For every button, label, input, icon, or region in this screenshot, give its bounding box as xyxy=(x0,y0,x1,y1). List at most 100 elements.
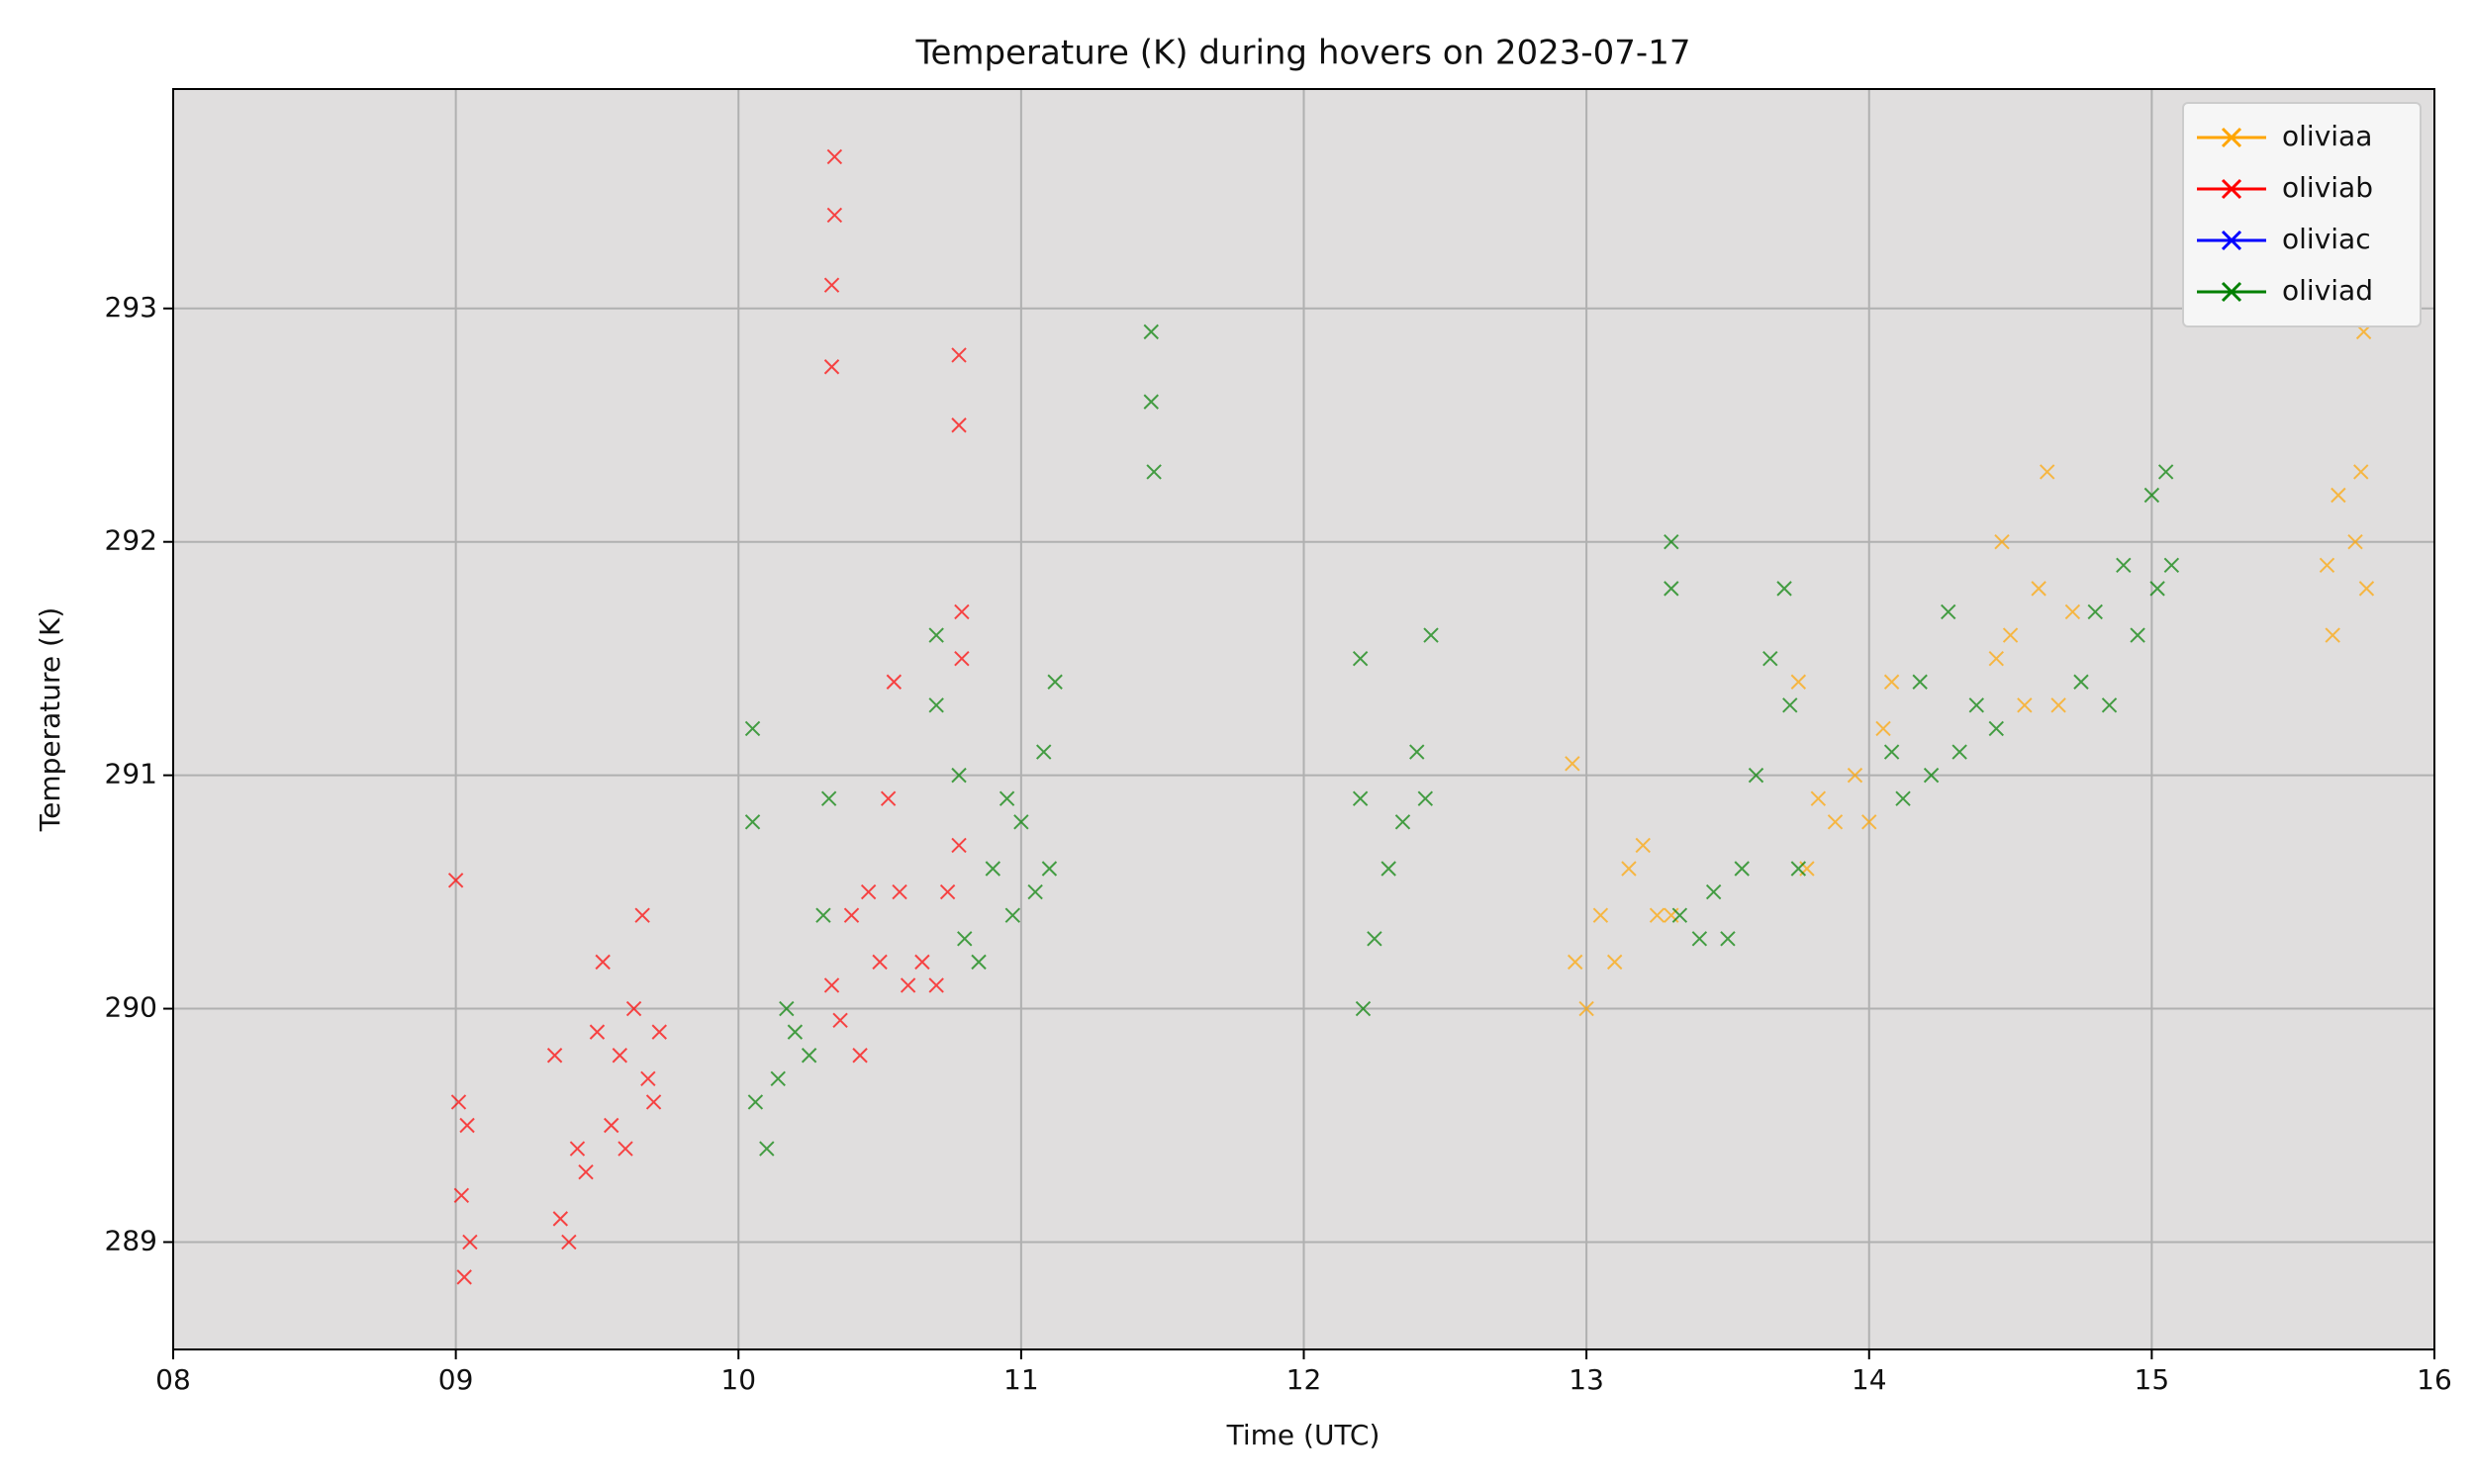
y-tick-label: 293 xyxy=(105,291,157,324)
data-point xyxy=(2347,533,2363,550)
data-point xyxy=(2017,697,2033,713)
data-point xyxy=(1988,720,2004,737)
data-point xyxy=(1994,533,2010,550)
x-tick-label: 15 xyxy=(2135,1363,2170,1396)
data-point xyxy=(1606,954,1623,971)
data-point xyxy=(1013,814,1029,830)
legend: oliviaa oliviab oliviac oliviad xyxy=(2182,102,2422,327)
data-point xyxy=(852,1048,868,1064)
data-point xyxy=(985,861,1001,877)
legend-box xyxy=(2182,102,2422,327)
data-point xyxy=(447,873,464,888)
data-point xyxy=(1691,931,1708,947)
data-point xyxy=(2143,487,2160,504)
data-point xyxy=(1782,697,1798,713)
data-point xyxy=(1861,814,1877,830)
data-point xyxy=(2039,464,2055,480)
data-point xyxy=(618,1141,633,1157)
data-point xyxy=(1367,931,1382,947)
data-point xyxy=(1635,837,1651,854)
data-point xyxy=(1352,790,1369,806)
data-point xyxy=(900,977,916,993)
x-tick-label: 14 xyxy=(1852,1363,1887,1396)
data-point xyxy=(1649,907,1665,923)
data-point xyxy=(2073,674,2089,690)
data-point xyxy=(2163,557,2180,573)
data-point xyxy=(2050,697,2066,713)
data-point xyxy=(892,883,907,900)
data-point xyxy=(957,931,973,947)
data-point xyxy=(886,674,903,690)
data-point xyxy=(971,954,987,971)
chart-title: Temperature (K) during hovers on 2023-07… xyxy=(915,34,1691,73)
data-point xyxy=(569,1141,586,1157)
data-point xyxy=(1810,790,1827,806)
y-tick-label: 289 xyxy=(105,1224,157,1256)
data-point xyxy=(860,883,877,900)
data-point xyxy=(1875,720,1891,737)
data-point xyxy=(1923,767,1940,784)
data-point xyxy=(820,790,837,806)
data-point xyxy=(1352,650,1369,667)
data-point xyxy=(1578,1000,1594,1017)
data-point xyxy=(747,1094,764,1110)
x-axis-label: Time (UTC) xyxy=(1226,1419,1380,1451)
x-tick-label: 09 xyxy=(438,1363,474,1396)
data-point xyxy=(1380,861,1396,877)
data-point xyxy=(561,1234,577,1251)
data-point xyxy=(2331,487,2346,504)
data-point xyxy=(2130,627,2145,643)
data-point xyxy=(928,697,944,713)
data-point xyxy=(2064,603,2081,620)
data-point xyxy=(552,1211,569,1227)
x-tick-label: 11 xyxy=(1003,1363,1039,1396)
data-point xyxy=(1409,744,1425,760)
data-point xyxy=(1027,883,1043,900)
data-point xyxy=(951,417,967,433)
data-point xyxy=(2002,627,2019,643)
legend-label: oliviad xyxy=(2282,274,2373,307)
data-point xyxy=(2157,464,2174,480)
legend-label: oliviaa xyxy=(2282,120,2372,152)
data-point xyxy=(453,1187,470,1203)
data-point xyxy=(651,1024,667,1040)
data-point xyxy=(2358,581,2375,597)
data-point xyxy=(2101,697,2118,713)
data-point xyxy=(1143,324,1159,340)
x-tick-label: 12 xyxy=(1286,1363,1322,1396)
data-point xyxy=(459,1117,475,1134)
data-point xyxy=(578,1163,594,1180)
data-point xyxy=(880,790,897,806)
legend-label: oliviac xyxy=(2282,223,2371,255)
data-point xyxy=(2325,627,2340,643)
data-point xyxy=(1143,394,1159,410)
data-point xyxy=(1951,744,1967,760)
data-point xyxy=(744,814,761,830)
data-point xyxy=(1968,697,1984,713)
data-point xyxy=(954,603,970,620)
data-point xyxy=(801,1048,817,1064)
data-point xyxy=(1567,954,1583,971)
data-point xyxy=(1912,674,1928,690)
data-point xyxy=(928,627,944,643)
data-point xyxy=(589,1024,606,1040)
data-point xyxy=(1776,581,1792,597)
y-axis-label: Temperature (K) xyxy=(34,607,66,832)
x-tick-label: 13 xyxy=(1569,1363,1604,1396)
data-point xyxy=(951,837,967,854)
data-point xyxy=(1047,674,1063,690)
legend-marker xyxy=(2221,178,2242,200)
data-point xyxy=(1827,814,1844,830)
x-tick-label: 10 xyxy=(720,1363,756,1396)
legend-label: oliviab xyxy=(2282,171,2373,204)
data-point xyxy=(759,1141,775,1157)
data-point xyxy=(1762,650,1778,667)
data-point xyxy=(826,148,843,165)
data-point xyxy=(1036,744,1052,760)
data-point xyxy=(1423,627,1439,643)
data-point xyxy=(951,347,967,363)
y-tick-label: 291 xyxy=(105,758,157,790)
data-point xyxy=(634,907,650,923)
data-point xyxy=(1883,674,1900,690)
